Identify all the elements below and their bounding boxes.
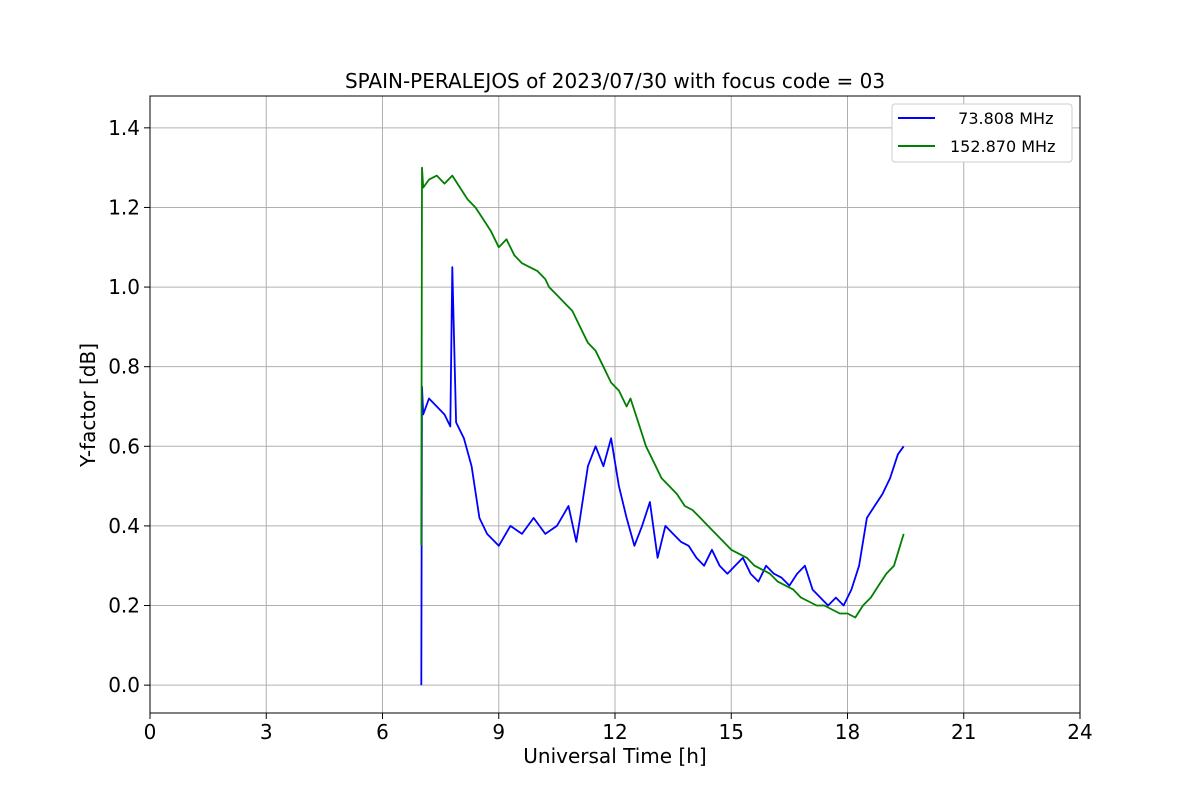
chart-title: SPAIN-PERALEJOS of 2023/07/30 with focus… <box>345 69 885 93</box>
x-tick-label: 6 <box>376 720 389 744</box>
x-tick-label: 12 <box>602 720 627 744</box>
series-line-0 <box>420 266 905 686</box>
ticks: 0 3 6 9 12 15 18 21 24 0.0 0.2 0.4 0.6 0.8 1.0 1.2 1.4 <box>108 116 1093 744</box>
x-tick-label: 9 <box>492 720 505 744</box>
y-tick-label: 0.6 <box>108 434 140 458</box>
y-axis-label: Y-factor [dB] <box>76 343 100 468</box>
series-line-1 <box>420 166 905 619</box>
y-tick-label: 0.0 <box>108 673 140 697</box>
legend: 73.808 MHz 152.870 MHz <box>891 103 1073 163</box>
x-tick-label: 0 <box>144 720 157 744</box>
x-tick-label: 3 <box>260 720 273 744</box>
legend-label-152: 152.870 MHz <box>950 137 1055 156</box>
series-layer <box>420 166 905 686</box>
x-tick-label: 21 <box>951 720 976 744</box>
legend-box <box>891 103 1073 163</box>
y-tick-label: 0.4 <box>108 514 140 538</box>
y-tick-label: 0.2 <box>108 594 140 618</box>
y-tick-label: 1.0 <box>108 275 140 299</box>
x-tick-label: 18 <box>835 720 860 744</box>
x-tick-label: 24 <box>1067 720 1092 744</box>
y-tick-label: 1.4 <box>108 116 140 140</box>
x-axis-label: Universal Time [h] <box>523 744 706 768</box>
y-tick-label: 1.2 <box>108 195 140 219</box>
legend-label-73: 73.808 MHz <box>948 109 1053 128</box>
x-tick-label: 15 <box>719 720 744 744</box>
y-tick-label: 0.8 <box>108 355 140 379</box>
